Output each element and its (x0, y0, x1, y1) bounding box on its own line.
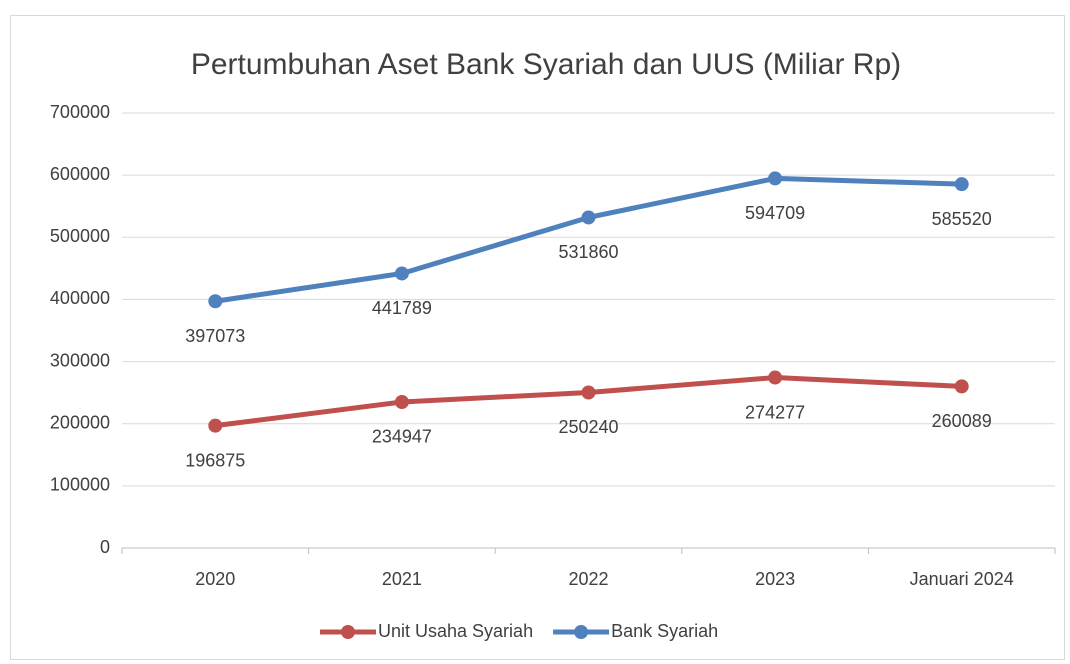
x-tick-label: 2021 (382, 569, 422, 589)
point (768, 370, 783, 385)
point (208, 418, 223, 433)
chart-border (10, 15, 1065, 660)
data-label: 441789 (372, 298, 432, 318)
y-tick-label: 100000 (50, 475, 110, 495)
point (394, 266, 409, 281)
legend-label: Bank Syariah (611, 621, 718, 641)
data-label: 594709 (745, 203, 805, 223)
point (581, 210, 596, 225)
y-tick-label: 300000 (50, 350, 110, 370)
data-label: 274277 (745, 402, 805, 422)
y-tick-label: 700000 (50, 102, 110, 122)
data-label: 585520 (932, 209, 992, 229)
data-label: 250240 (558, 417, 618, 437)
data-label: 531860 (558, 242, 618, 262)
legend-marker (574, 625, 589, 639)
data-label: 234947 (372, 427, 432, 447)
y-tick-label: 500000 (50, 226, 110, 246)
point (954, 177, 969, 192)
legend-label: Unit Usaha Syariah (378, 621, 533, 641)
data-label: 397073 (185, 326, 245, 346)
legend-marker (341, 625, 355, 639)
data-label: 260089 (932, 411, 992, 431)
chart-title: Pertumbuhan Aset Bank Syariah dan UUS (M… (191, 48, 901, 81)
y-tick-label: 0 (100, 537, 110, 557)
point (581, 385, 596, 400)
y-tick-label: 600000 (50, 164, 110, 184)
x-tick-label: Januari 2024 (910, 569, 1014, 589)
x-tick-label: 2023 (755, 569, 795, 589)
point (208, 294, 223, 309)
y-tick-label: 200000 (50, 412, 110, 432)
y-tick-label: 400000 (50, 288, 110, 308)
point (768, 171, 783, 186)
x-tick-label: 2020 (195, 569, 235, 589)
point (954, 379, 969, 394)
data-label: 196875 (185, 450, 245, 470)
point (394, 394, 409, 409)
x-tick-label: 2022 (568, 569, 608, 589)
